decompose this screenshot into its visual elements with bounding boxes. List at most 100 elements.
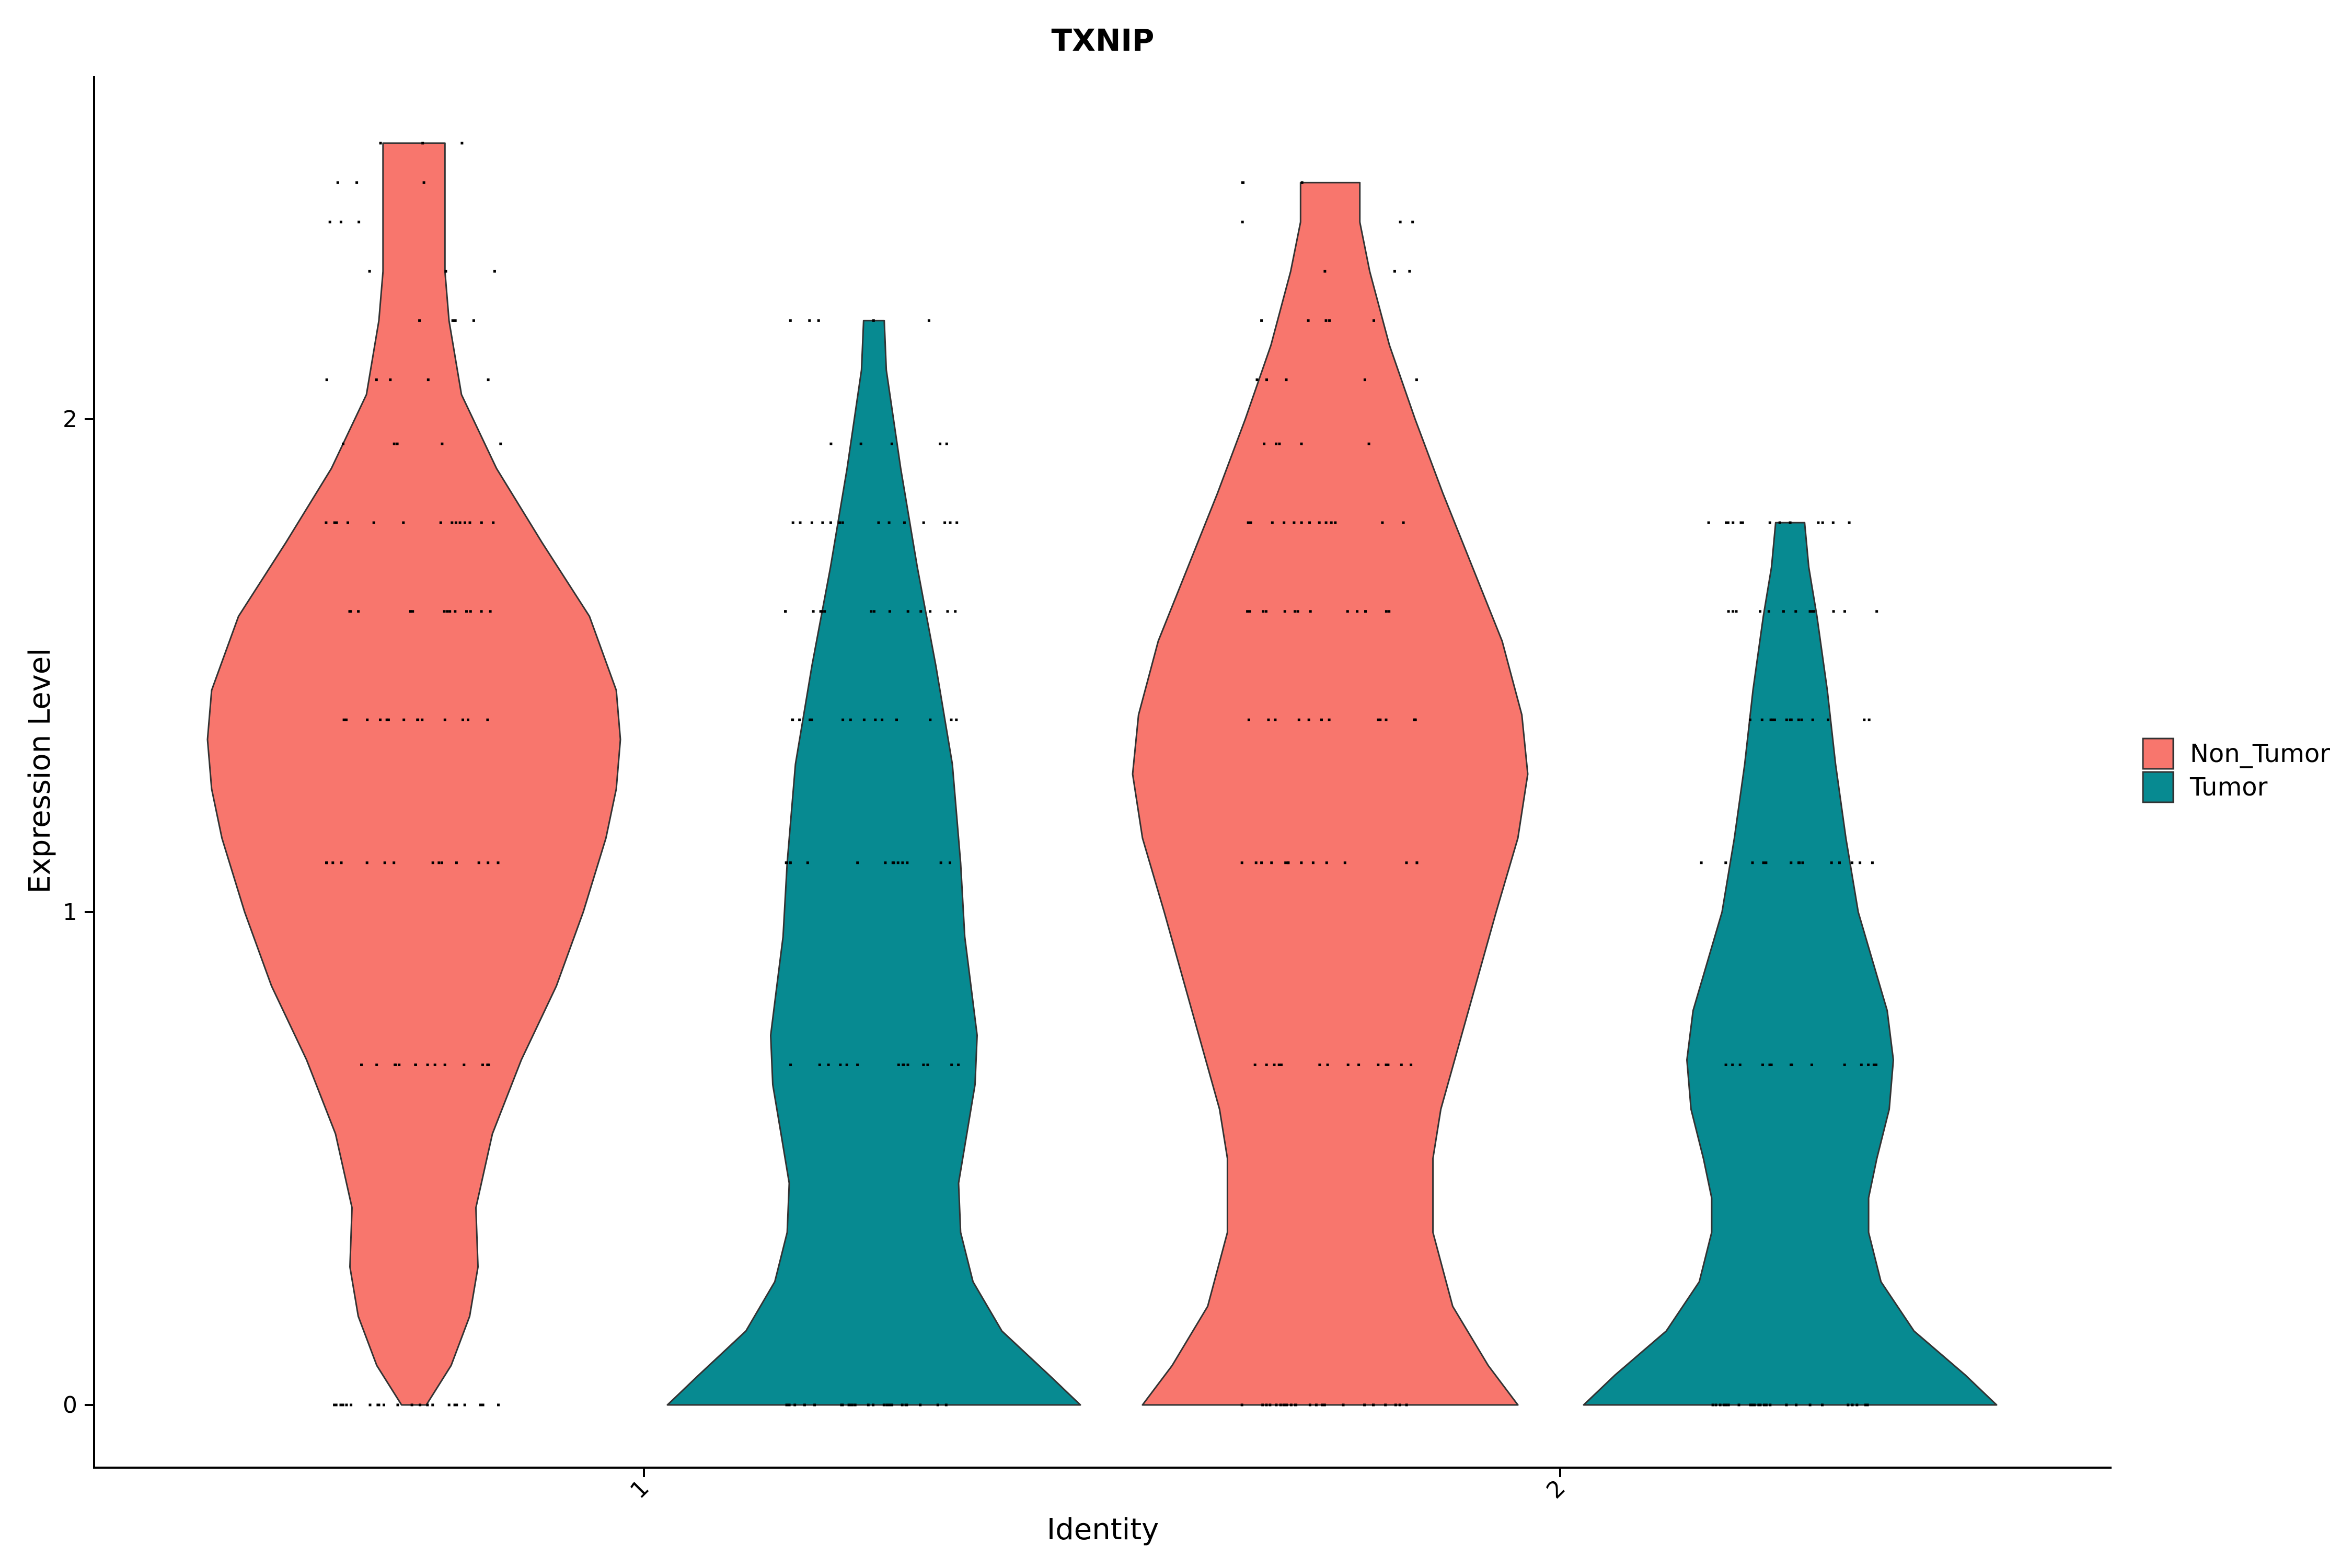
data-point	[416, 718, 419, 721]
data-point	[1821, 1403, 1824, 1406]
data-point	[955, 718, 958, 721]
data-point	[1283, 1403, 1286, 1406]
data-point	[1838, 861, 1841, 864]
data-point	[365, 861, 368, 864]
data-point	[1294, 610, 1297, 613]
data-point	[849, 718, 852, 721]
data-point	[1794, 610, 1797, 613]
data-point	[443, 1063, 446, 1066]
data-point	[492, 521, 495, 524]
data-point	[446, 610, 449, 613]
data-point	[1262, 610, 1265, 613]
data-point	[1267, 718, 1270, 721]
data-point	[1255, 378, 1259, 382]
data-point	[1270, 861, 1273, 864]
data-point	[1731, 1063, 1734, 1066]
data-point	[1723, 1403, 1726, 1406]
data-point	[1811, 718, 1814, 721]
data-point	[454, 319, 457, 322]
data-point	[1287, 861, 1290, 864]
data-point	[786, 861, 788, 864]
data-point	[1294, 1403, 1297, 1406]
data-point	[372, 521, 375, 524]
data-point	[1866, 1403, 1869, 1406]
data-point	[499, 442, 502, 445]
data-point	[1724, 1063, 1727, 1066]
data-point	[872, 1403, 875, 1406]
data-point	[1274, 718, 1277, 721]
data-point	[1707, 521, 1710, 524]
data-point	[342, 718, 345, 721]
data-point	[383, 1403, 385, 1406]
data-point	[1363, 378, 1366, 382]
data-point	[885, 1403, 889, 1406]
data-point	[347, 521, 349, 524]
data-point	[333, 521, 336, 524]
data-point	[1324, 319, 1328, 322]
data-point	[393, 861, 396, 864]
legend-label: Tumor	[2189, 773, 2268, 802]
data-point	[1411, 221, 1414, 224]
data-point	[919, 1403, 922, 1406]
data-point	[1767, 610, 1770, 613]
violin-non-tumor-1	[206, 142, 621, 1406]
data-point	[856, 861, 859, 864]
data-point	[1285, 378, 1288, 382]
data-point	[454, 521, 457, 524]
data-point	[808, 319, 811, 322]
legend-key-non-tumor	[2142, 737, 2174, 770]
data-point	[845, 1063, 848, 1066]
data-point	[439, 521, 442, 524]
data-point	[1346, 1063, 1350, 1066]
data-point	[1334, 521, 1337, 524]
data-point	[1307, 319, 1310, 322]
data-point	[1343, 861, 1346, 864]
data-point	[1248, 610, 1251, 613]
data-point	[803, 1403, 806, 1406]
data-point	[887, 521, 891, 524]
data-point	[1394, 1403, 1397, 1406]
data-point	[789, 319, 792, 322]
data-point	[472, 319, 475, 322]
data-point	[339, 1403, 342, 1406]
data-point	[1732, 521, 1735, 524]
data-point	[443, 610, 446, 613]
data-point	[927, 319, 930, 322]
data-point	[1323, 270, 1327, 273]
data-point	[1762, 861, 1765, 864]
data-point	[809, 718, 812, 721]
data-point	[813, 1403, 816, 1406]
data-point	[821, 610, 824, 613]
data-point	[1408, 270, 1411, 273]
chart-title: TXNIP	[1052, 22, 1155, 58]
data-point	[431, 1403, 434, 1406]
data-point	[949, 861, 951, 864]
data-point	[1727, 610, 1730, 613]
data-point	[812, 610, 815, 613]
data-point	[486, 718, 489, 721]
data-point	[1253, 1063, 1256, 1066]
data-point	[950, 718, 953, 721]
data-point	[402, 521, 405, 524]
data-point	[1320, 718, 1323, 721]
data-point	[477, 861, 480, 864]
data-point	[1863, 718, 1866, 721]
data-point	[1724, 1403, 1727, 1406]
data-point	[1761, 1063, 1764, 1066]
data-point	[1872, 1063, 1875, 1066]
data-point	[955, 521, 959, 524]
data-point	[379, 718, 382, 721]
data-point	[821, 521, 824, 524]
data-point	[341, 1403, 344, 1406]
data-point	[1753, 1403, 1756, 1406]
data-point	[1760, 718, 1763, 721]
data-point	[437, 861, 441, 864]
data-point	[1278, 442, 1281, 445]
data-point	[366, 718, 369, 721]
data-point	[1843, 610, 1846, 613]
data-point	[448, 610, 452, 613]
data-point	[1325, 861, 1328, 864]
data-point	[906, 1063, 909, 1066]
data-point	[1367, 442, 1370, 445]
data-point	[1757, 1403, 1760, 1406]
